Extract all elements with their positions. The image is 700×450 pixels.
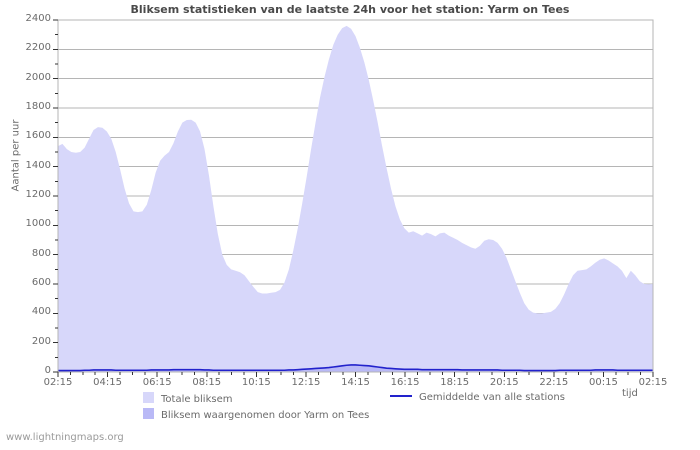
ytick-label: 600 [31, 277, 51, 288]
ytick-label: 1800 [25, 101, 51, 112]
line-average-all-stations [58, 364, 653, 372]
legend-label: Totale bliksem [161, 394, 233, 405]
legend-item[interactable]: Gemiddelde van alle stations [390, 392, 565, 403]
chart-legend: Totale bliksem Bliksem waargenomen door Y… [0, 390, 700, 424]
xtick-label: 02:15 [638, 377, 668, 388]
area-total-lightning [58, 25, 653, 373]
xtick-label: 06:15 [142, 377, 172, 388]
xtick-label: 04:15 [93, 377, 122, 388]
xtick-label: 20:15 [489, 377, 519, 388]
ytick-label: 800 [31, 247, 51, 259]
x-axis-title: tijd [622, 388, 638, 399]
footer-watermark: www.lightningmaps.org [6, 432, 124, 443]
xtick-label: 16:15 [390, 377, 420, 388]
xtick-label: 14:15 [341, 377, 370, 388]
ytick-label: 200 [31, 335, 51, 347]
ytick-label: 2200 [25, 42, 51, 54]
xtick-label: 12:15 [291, 377, 321, 388]
legend-label: Gemiddelde van alle stations [419, 392, 565, 403]
legend-color-swatch [143, 408, 154, 419]
ytick-label: 2400 [25, 13, 51, 24]
ytick-label: 1000 [25, 218, 51, 230]
xtick-label: 00:15 [588, 377, 618, 388]
legend-item[interactable]: Bliksem waargenomen door Yarm on Tees [143, 408, 369, 421]
legend-line-swatch [390, 395, 412, 397]
xtick-label: 10:15 [241, 377, 271, 388]
xtick-label: 08:15 [192, 377, 222, 388]
ytick-label: 1600 [25, 130, 51, 142]
legend-item[interactable]: Totale bliksem [143, 392, 232, 405]
ytick-label: 1400 [25, 159, 51, 171]
xtick-label: 02:15 [43, 377, 73, 388]
ytick-label: 2000 [25, 71, 51, 83]
legend-color-swatch [143, 392, 154, 403]
ytick-label: 1200 [25, 189, 51, 200]
legend-label: Bliksem waargenomen door Yarm on Tees [161, 410, 370, 421]
xtick-label: 22:15 [539, 377, 569, 388]
chart-title: Bliksem statistieken van de laatste 24h … [130, 3, 570, 16]
xtick-label: 18:15 [440, 377, 470, 388]
ytick-label: 0 [44, 365, 51, 376]
ytick-label: 400 [31, 306, 51, 318]
